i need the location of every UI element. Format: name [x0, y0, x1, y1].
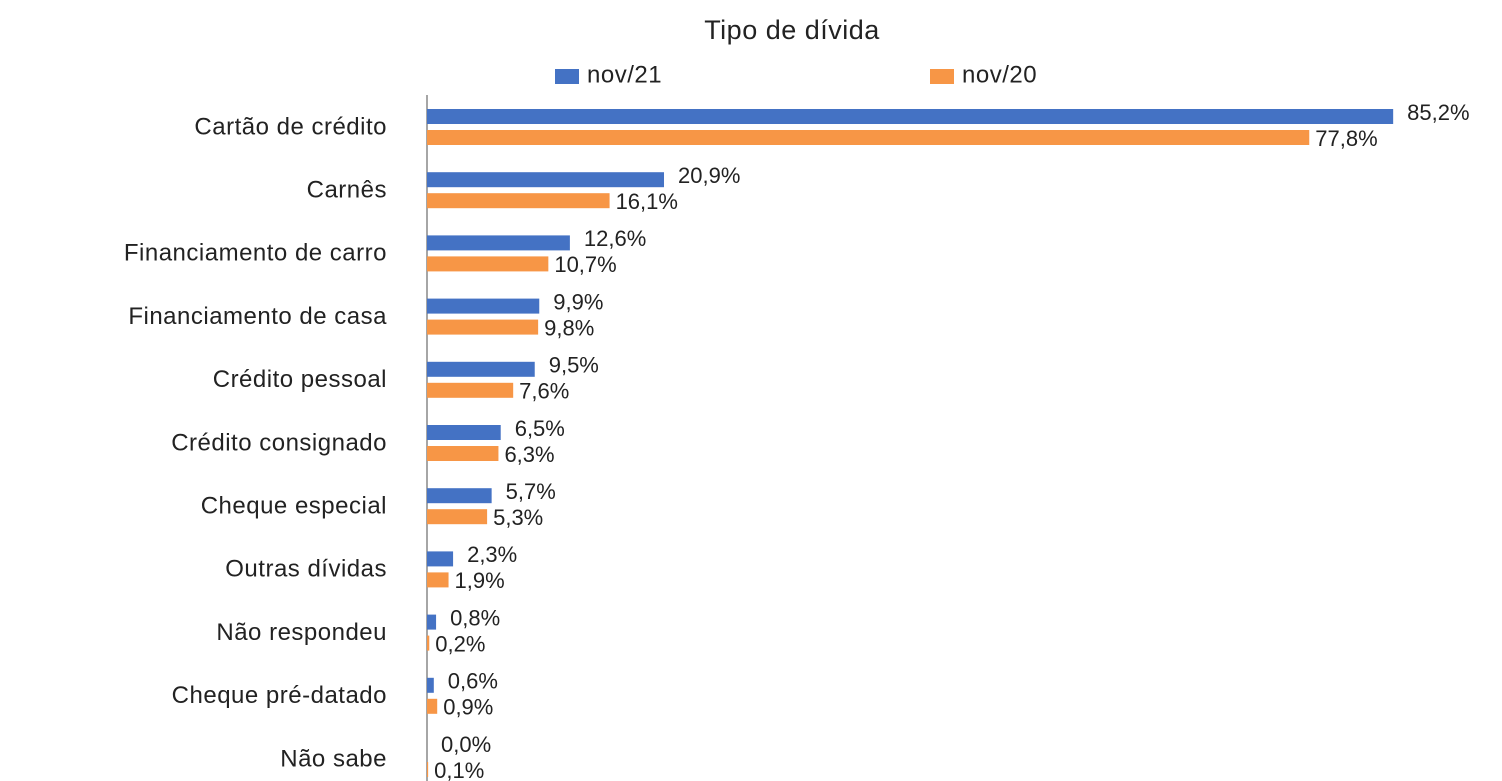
bar [427, 762, 429, 777]
bar [427, 193, 610, 209]
value-label: 6,3% [504, 442, 554, 467]
bar [427, 698, 438, 714]
bar [427, 256, 549, 272]
bar [427, 172, 665, 188]
category-label: Financiamento de casa [128, 303, 387, 330]
value-label: 20,9% [678, 163, 740, 188]
legend-swatch [930, 69, 954, 84]
bar [427, 509, 488, 525]
value-label: 9,5% [549, 353, 599, 378]
category-label: Crédito pessoal [213, 366, 387, 393]
bar [427, 614, 437, 630]
category-label: Outras dívidas [225, 556, 387, 583]
bar [427, 425, 501, 440]
value-label: 5,3% [493, 505, 543, 530]
value-label: 0,1% [434, 758, 484, 781]
value-label: 9,8% [544, 315, 594, 340]
category-label: Cheque especial [201, 493, 387, 520]
category-label: Financiamento de carro [124, 240, 387, 267]
chart-title: Tipo de dívida [704, 15, 880, 45]
value-label: 10,7% [554, 252, 616, 277]
value-label: 0,6% [448, 669, 498, 694]
value-label: 85,2% [1407, 100, 1469, 125]
value-label: 2,3% [467, 542, 517, 567]
bar [427, 446, 499, 461]
bar [427, 488, 492, 504]
bar [427, 361, 535, 377]
category-label: Cartão de crédito [194, 113, 387, 140]
legend-label: nov/20 [962, 61, 1037, 88]
category-label: Não respondeu [216, 619, 387, 646]
value-label: 77,8% [1315, 126, 1377, 151]
bar [427, 235, 570, 251]
bar [427, 298, 540, 314]
bar [427, 382, 514, 398]
bar [427, 109, 1394, 124]
category-label: Carnês [307, 177, 387, 204]
value-label: 0,9% [443, 695, 493, 720]
value-label: 0,2% [435, 631, 485, 656]
value-label: 16,1% [616, 189, 678, 214]
legend-swatch [555, 69, 579, 84]
bar [427, 130, 1310, 145]
bar [427, 677, 434, 693]
bar [427, 635, 430, 651]
value-label: 12,6% [584, 226, 646, 251]
value-label: 1,9% [455, 568, 505, 593]
value-label: 7,6% [519, 379, 569, 404]
value-label: 0,8% [450, 605, 500, 630]
bar [427, 551, 454, 567]
value-label: 0,0% [441, 732, 491, 757]
bar [427, 572, 449, 588]
category-label: Crédito consignado [171, 429, 387, 456]
category-label: Cheque pré-datado [172, 682, 387, 709]
value-label: 6,5% [515, 416, 565, 441]
bar [427, 319, 539, 335]
value-label: 9,9% [553, 289, 603, 314]
value-label: 5,7% [506, 479, 556, 504]
category-label: Não sabe [280, 745, 387, 772]
legend-label: nov/21 [587, 61, 662, 88]
